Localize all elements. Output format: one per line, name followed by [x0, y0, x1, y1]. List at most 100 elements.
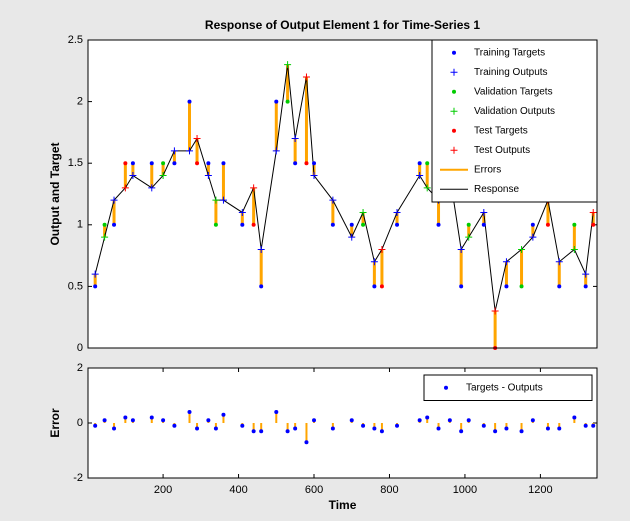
error-dot	[172, 423, 177, 428]
error-dot	[557, 426, 562, 431]
error-dot	[195, 426, 200, 431]
y-tick-label: 2.5	[68, 34, 83, 46]
error-dot	[459, 429, 464, 434]
output-plus	[170, 147, 178, 155]
error-dot	[591, 423, 596, 428]
target-dot	[361, 222, 366, 227]
error-dot	[259, 429, 264, 434]
plot-frame	[87, 367, 598, 479]
target-dot	[417, 161, 422, 166]
error-dot	[274, 410, 279, 414]
target-dot	[481, 222, 486, 227]
x-axis-label: Time	[329, 498, 357, 512]
chart-title: Response of Output Element 1 for Time-Se…	[205, 18, 481, 32]
output-plus	[555, 258, 563, 266]
target-dot	[572, 222, 577, 227]
error-dot	[349, 418, 354, 423]
target-dot	[93, 284, 98, 289]
output-plus	[101, 233, 109, 241]
target-dot	[172, 161, 177, 166]
output-plus	[457, 245, 465, 253]
target-dot	[206, 161, 211, 166]
error-dot	[379, 429, 384, 434]
y-tick-label: 1.5	[68, 157, 83, 169]
output-plus	[204, 172, 212, 180]
output-plus	[359, 208, 367, 216]
target-dot	[519, 284, 524, 289]
x-tick-label: 600	[305, 484, 323, 496]
target-dot	[112, 222, 117, 227]
output-plus	[185, 147, 193, 155]
output-plus	[518, 245, 526, 253]
output-plus	[329, 196, 337, 204]
error-dot	[240, 423, 245, 428]
x-tick-label: 400	[229, 484, 247, 496]
error-dot	[572, 415, 577, 420]
error-dot	[493, 429, 498, 434]
error-dot	[221, 412, 226, 417]
error-dot	[213, 426, 218, 431]
target-dot	[274, 99, 279, 104]
error-dot	[504, 426, 509, 431]
legend-marker	[450, 107, 458, 115]
target-dot	[123, 161, 128, 166]
y-tick-label: 2	[77, 362, 83, 374]
error-dot	[285, 429, 290, 434]
output-plus	[219, 196, 227, 204]
target-dot	[251, 222, 256, 227]
legend-label: Training Outputs	[474, 67, 548, 78]
legend-box	[431, 39, 598, 203]
target-dot	[240, 222, 245, 227]
error-dot	[361, 423, 366, 428]
legend-marker	[452, 128, 456, 133]
legend-marker	[444, 385, 448, 390]
legend: Training Targets Training Outputs Validati…	[431, 39, 598, 203]
target-dot	[285, 99, 290, 104]
output-plus	[159, 172, 167, 180]
legend-label: Validation Targets	[474, 86, 553, 97]
output-plus	[212, 196, 220, 204]
output-plus	[491, 307, 499, 315]
error-dot	[436, 426, 441, 431]
output-plus	[238, 208, 246, 216]
target-dot	[221, 161, 226, 166]
legend-label: Test Outputs	[474, 145, 530, 156]
target-dot	[557, 284, 562, 289]
legend-label: Targets - Outputs	[466, 382, 543, 393]
target-dot	[591, 222, 596, 227]
target-dot	[379, 284, 384, 289]
output-plus	[110, 196, 118, 204]
error-dot	[447, 418, 452, 423]
legend-label: Training Targets	[474, 47, 545, 58]
target-dot	[349, 222, 354, 227]
error-dot	[130, 418, 135, 423]
output-plus	[302, 73, 310, 81]
target-dot	[161, 161, 166, 166]
legend-marker	[450, 68, 458, 76]
y-tick-label: 2	[77, 96, 83, 108]
output-plus	[272, 147, 280, 155]
error-dot	[466, 418, 471, 423]
error-dot	[112, 426, 117, 431]
output-plus	[529, 233, 537, 241]
output-plus	[570, 245, 578, 253]
error-dot	[583, 423, 588, 428]
target-dot	[187, 99, 192, 104]
target-dot	[102, 222, 107, 227]
target-dot	[330, 222, 335, 227]
error-dot	[102, 418, 107, 423]
target-dot	[545, 222, 550, 227]
x-tick-label: 1000	[453, 484, 477, 496]
y-axis-label: Error	[48, 408, 62, 438]
legend-marker	[452, 50, 456, 55]
target-dot	[530, 222, 535, 227]
y-axis-label: Output and Target	[48, 142, 62, 245]
error-dot	[519, 429, 524, 434]
output-plus	[284, 61, 292, 69]
y-tick-label: -2	[73, 472, 83, 484]
output-plus	[502, 258, 510, 266]
output-plus	[589, 208, 597, 216]
target-dot	[130, 161, 135, 166]
target-dot	[149, 161, 154, 166]
